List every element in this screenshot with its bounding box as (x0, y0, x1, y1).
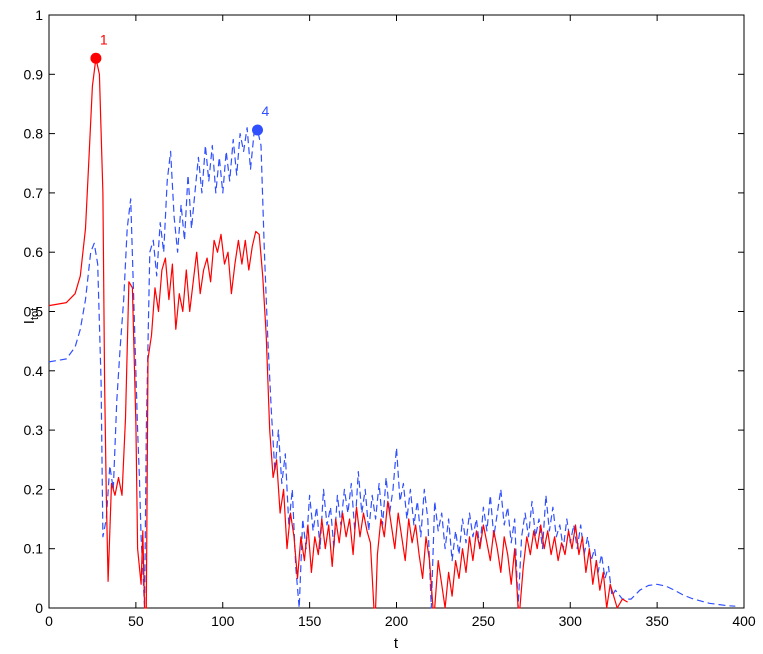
x-tick-label: 0 (45, 613, 53, 629)
y-axis-label-main: I (21, 320, 38, 324)
peak-marker-label: 1 (100, 31, 108, 47)
y-tick-label: 0.1 (24, 541, 44, 557)
y-tick-label: 0.7 (24, 185, 44, 201)
y-tick-label: 0.2 (24, 481, 44, 497)
x-tick-label: 200 (385, 613, 409, 629)
svg-text:Itot: Itot (21, 308, 41, 324)
y-tick-label: 1 (35, 7, 43, 23)
y-axis-label: Itot (21, 308, 41, 324)
y-tick-label: 0.5 (24, 304, 44, 320)
x-tick-label: 50 (128, 613, 144, 629)
y-axis-label-sub: tot (29, 308, 41, 320)
peak-marker-label: 4 (262, 103, 270, 119)
x-tick-label: 100 (211, 613, 235, 629)
axes: 0 50 100 150 200 250 300 350 400 0 0.1 0.2 0.3 0.4 0.5… (24, 7, 756, 629)
series-layer (48, 57, 736, 609)
y-tick-label: 0 (35, 600, 43, 616)
x-tick-label: 150 (298, 613, 322, 629)
marker-layer: 14 (90, 31, 270, 136)
x-tick-label: 400 (732, 613, 756, 629)
y-tick-label: 0.8 (24, 126, 44, 142)
y-tick-label: 0.6 (24, 244, 44, 260)
x-tick-label: 350 (645, 613, 669, 629)
peak-marker (90, 52, 102, 64)
x-axis-label: t (394, 635, 399, 652)
y-tick-label: 0.9 (24, 66, 44, 82)
x-tick-label: 300 (559, 613, 583, 629)
y-tick-label: 0.3 (24, 422, 44, 438)
peak-marker (252, 124, 263, 136)
series-line-solid (48, 57, 628, 609)
series-line-dashed (48, 127, 736, 609)
y-tick-label: 0.4 (24, 363, 44, 379)
x-tick-label: 250 (472, 613, 496, 629)
